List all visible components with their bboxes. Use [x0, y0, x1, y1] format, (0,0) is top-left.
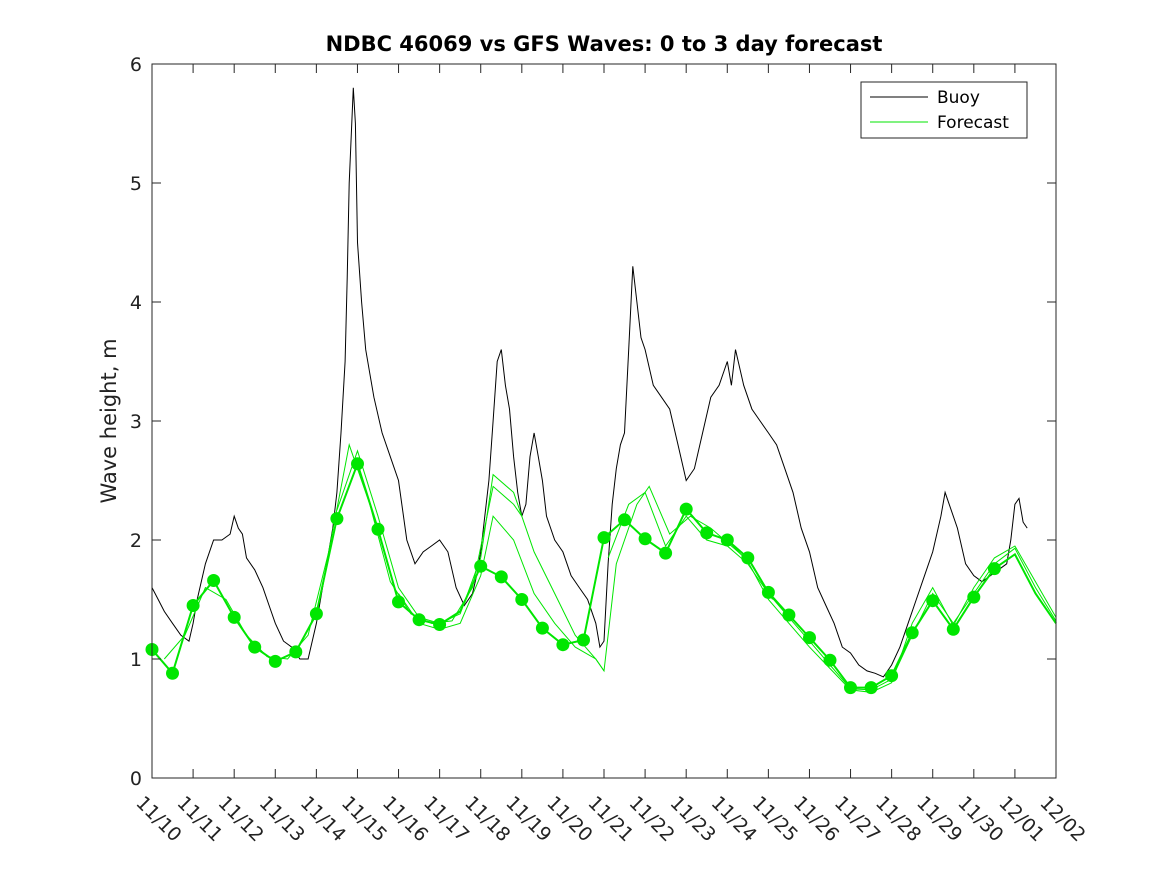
forecast-point	[186, 599, 200, 612]
forecast-point	[351, 457, 364, 471]
forecast-point	[700, 526, 714, 540]
y-axis-label: Wave height, m	[97, 338, 121, 503]
forecast-point	[741, 551, 755, 565]
forecast-point	[577, 633, 590, 647]
forecast-point	[207, 574, 221, 587]
forecast-point	[268, 654, 282, 668]
forecast-run-line-1	[163, 442, 523, 660]
forecast-point	[926, 594, 940, 608]
forecast-point	[823, 653, 837, 667]
forecast-point	[248, 640, 262, 654]
forecast-point	[844, 681, 857, 695]
forecast-point	[803, 631, 816, 645]
forecast-point	[864, 681, 878, 695]
forecast-run-line-3	[398, 485, 773, 673]
forecast-point	[987, 562, 1001, 576]
y-tick-label: 0	[130, 768, 142, 790]
forecast-point	[618, 513, 631, 527]
forecast-point	[433, 618, 447, 631]
forecast-point	[412, 613, 426, 627]
forecast-point	[761, 585, 775, 599]
legend-box	[860, 81, 1028, 139]
plot-layer	[145, 87, 1057, 695]
forecast-point	[392, 595, 405, 609]
forecast-point	[720, 533, 734, 547]
y-tick-label: 5	[130, 173, 142, 195]
forecast-run-line-2	[336, 449, 605, 672]
forecast-point	[166, 666, 179, 680]
forecast-point	[946, 622, 960, 636]
buoy-series-line	[151, 87, 1028, 678]
forecast-point	[330, 512, 344, 526]
forecast-point	[659, 546, 673, 560]
legend-forecast-label: Forecast	[937, 113, 1009, 133]
forecast-point	[309, 607, 323, 621]
forecast-point	[638, 532, 652, 546]
forecast-point	[967, 590, 981, 604]
forecast-point	[371, 522, 385, 536]
forecast-point	[289, 645, 303, 659]
forecast-point	[782, 608, 796, 622]
legend: Buoy Forecast	[860, 81, 1028, 139]
y-tick-label: 3	[130, 411, 142, 433]
forecast-point	[679, 502, 693, 516]
forecast-point	[905, 626, 919, 640]
forecast-point	[597, 531, 611, 545]
y-tick-label: 4	[130, 292, 142, 314]
y-tick-label: 6	[130, 54, 142, 76]
forecast-point	[494, 570, 508, 584]
forecast-point	[885, 669, 899, 683]
y-tick-label: 2	[130, 530, 142, 552]
forecast-point	[474, 559, 488, 573]
forecast-point	[535, 621, 549, 635]
forecast-point	[227, 610, 241, 624]
y-tick-label: 1	[130, 649, 142, 671]
chart-title: NDBC 46069 vs GFS Waves: 0 to 3 day fore…	[326, 32, 883, 56]
forecast-point	[515, 593, 529, 606]
forecast-point	[556, 638, 570, 652]
forecast-run-line-5	[726, 539, 1057, 693]
legend-buoy-label: Buoy	[937, 88, 980, 108]
